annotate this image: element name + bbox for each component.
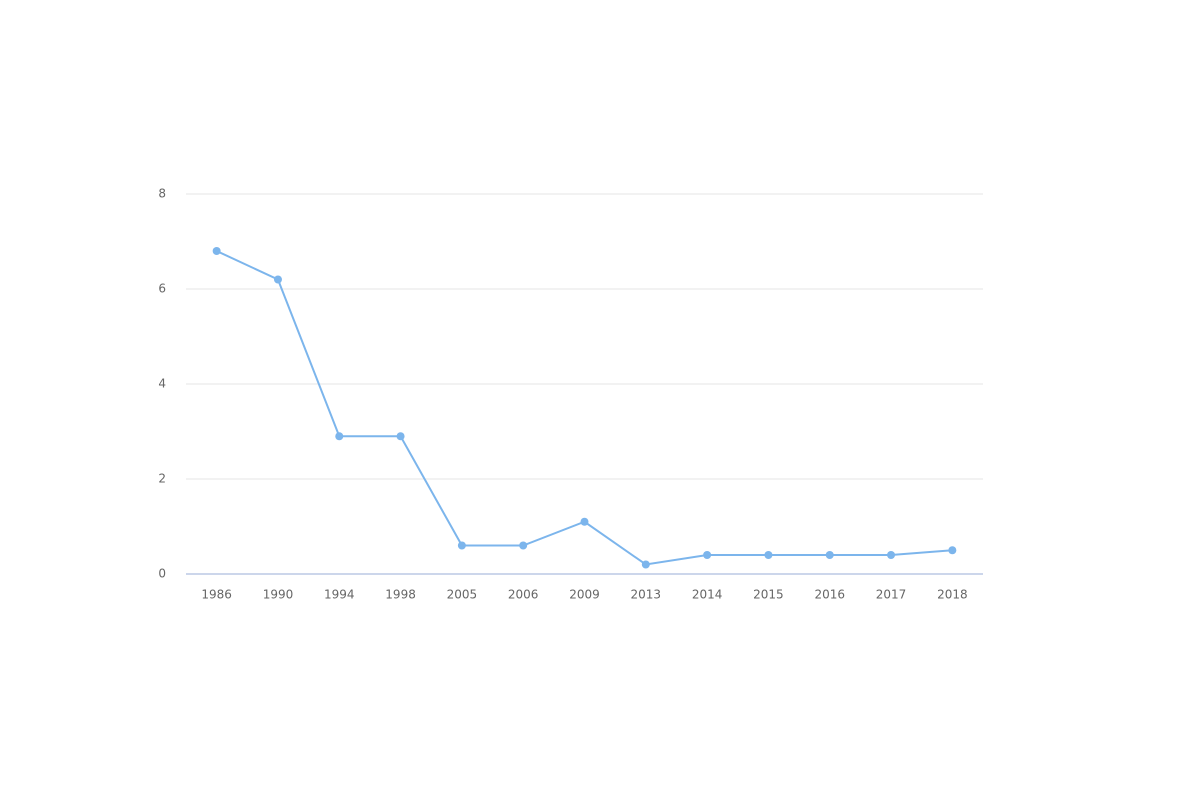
point [273,275,282,284]
point [457,541,466,550]
point [396,432,405,441]
x-tick-label: 2014 [692,588,723,602]
x-tick-label: 1994 [324,588,355,602]
x-tick-label: 2016 [814,588,845,602]
y-tick-label: 2 [158,472,166,486]
x-tick-label: 2005 [447,588,478,602]
point [519,541,528,550]
x-tick-label: 2017 [876,588,907,602]
y-tick-label: 0 [158,567,166,581]
point [825,551,834,559]
x-tick-label: 2013 [631,588,662,602]
point [580,517,589,526]
x-tick-label: 2006 [508,588,539,602]
point [887,551,896,559]
point [764,551,773,559]
line [216,250,953,566]
x-tick-label: 1990 [263,588,294,602]
y-tick-label: 6 [158,282,166,296]
y-tick-label: 4 [158,377,166,391]
x-tick-label: 2018 [937,588,968,602]
x-tick-label: 2015 [753,588,784,602]
point [641,560,650,569]
y-tick-label: 8 [158,187,166,201]
point [335,432,344,441]
x-tick-label: 1998 [385,588,416,602]
x-tick-label: 2009 [569,588,600,602]
point [703,551,712,559]
x-tick-label: 1986 [201,588,232,602]
point [948,546,957,555]
point [212,247,221,255]
